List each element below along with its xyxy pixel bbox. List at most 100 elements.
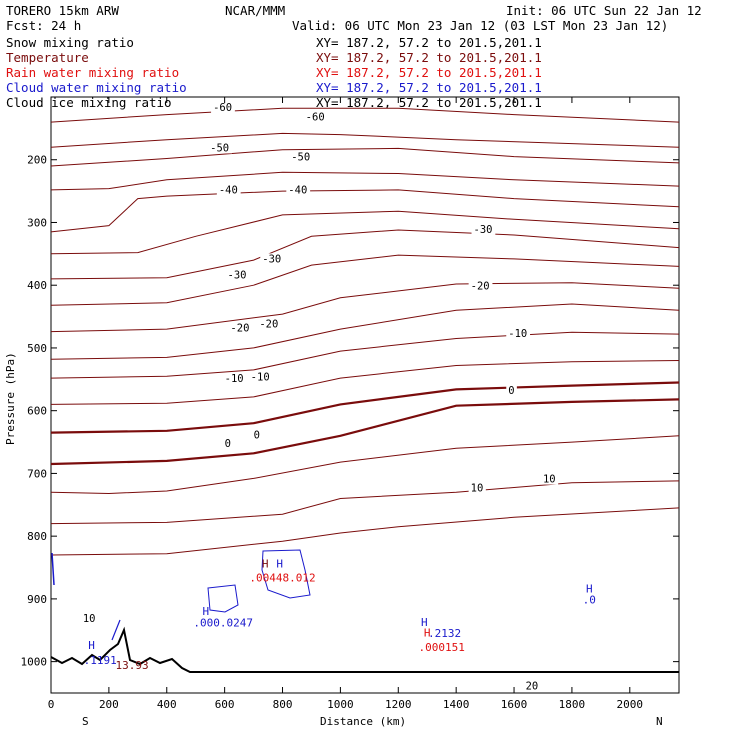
temperature-contour-1: [50, 132, 680, 148]
contour-label-bg: [506, 385, 517, 397]
x-endpoint-right: N: [656, 715, 663, 728]
contour-label-17: 0: [225, 438, 231, 450]
contour-label-bg: [471, 223, 496, 235]
contour-label-bg: [228, 322, 253, 334]
field-name-temperature: Temperature: [6, 50, 89, 65]
contour-label-bg: [251, 429, 263, 441]
terrain-line: [50, 626, 679, 673]
field-name-cloud-ice: Cloud ice mixing ratio: [6, 95, 172, 110]
temperature-contours: [50, 107, 680, 556]
contour-label-bg: [225, 269, 250, 281]
extrema-marker-10: H: [424, 627, 431, 640]
extrema-marker-12: H: [586, 583, 593, 596]
field-xy-cloud-water: XY= 187.2, 57.2 to 201.5,201.1: [316, 80, 542, 95]
contour-label-13: -10: [251, 371, 270, 383]
contour-label-6: -30: [474, 224, 493, 236]
contour-label-bg: [289, 151, 314, 163]
temperature-contour-13: [50, 398, 680, 466]
contour-label-15: 0: [508, 385, 514, 397]
contour-label-9: -20: [471, 280, 490, 292]
contour-label-21: 20: [526, 681, 539, 693]
field-name-snow: Snow mixing ratio: [6, 35, 134, 50]
y-tick-label-4: 600: [27, 405, 47, 418]
temperature-contour-7: [50, 254, 680, 306]
x-tick-label-2: 400: [157, 698, 177, 711]
contour-label-12: -10: [508, 328, 527, 340]
x-tick-label-4: 800: [273, 698, 293, 711]
contour-label-19: 10: [471, 482, 484, 494]
extrema-marker-2: 13.93: [115, 659, 148, 672]
temperature-contour-10: [50, 331, 680, 379]
extrema-marker-6: H: [276, 558, 283, 571]
extrema-marker-7: .00448.012: [249, 571, 315, 584]
cloud-water-contour: [261, 549, 311, 599]
temperature-contour-6: [50, 229, 680, 280]
contour-label-0: -60: [213, 102, 232, 114]
temperature-contour-8: [50, 282, 680, 333]
extrema-marker-0: H: [88, 639, 95, 652]
x-tick-label-9: 1800: [559, 698, 586, 711]
y-tick-label-1: 300: [27, 216, 47, 229]
plot-frame: [50, 96, 680, 694]
x-tick-label-6: 1200: [385, 698, 412, 711]
y-tick-label-6: 800: [27, 530, 47, 543]
contour-label-5: -40: [288, 184, 307, 196]
contour-label-3: -50: [291, 152, 310, 164]
field-xy-snow: XY= 187.2, 57.2 to 201.5,201.1: [316, 35, 542, 50]
contour-label-bg: [222, 373, 247, 385]
field-xy-rain: XY= 187.2, 57.2 to 201.5,201.1: [316, 65, 542, 80]
y-tick-label-7: 900: [27, 593, 47, 606]
extrema-marker-9: .2132: [428, 627, 461, 640]
cloud-water-contour: [207, 584, 239, 613]
contour-labels: -60-60-50-50-40 -40-30-30-30-20-20-20 -10-…: [80, 102, 559, 693]
contour-label-bg: [468, 280, 493, 292]
contour-label-bg: [540, 473, 559, 485]
extrema-marker-11: .000151: [419, 641, 465, 654]
temperature-contour-0: [50, 107, 680, 123]
contour-label-bg: [222, 437, 234, 449]
x-axis: 0 200 400 600 800 1000 1200 1400 1600 1800 2000: [48, 97, 643, 711]
contour-label-bg: [208, 142, 232, 154]
temperature-contour-14: [50, 435, 680, 495]
init-time: Init: 06 UTC Sun 22 Jan 12: [506, 3, 702, 18]
field-xy-cloud-ice: XY= 187.2, 57.2 to 201.5,201.1: [316, 95, 542, 110]
y-tick-label-2: 400: [27, 279, 47, 292]
org-label: NCAR/MMM: [225, 3, 285, 18]
forecast-hour: Fcst: 24 h: [6, 18, 81, 33]
contour-label-bg: [303, 111, 328, 123]
field-xy-temperature: XY= 187.2, 57.2 to 201.5,201.1: [316, 50, 542, 65]
contour-label-18: 10: [543, 474, 556, 486]
contour-label-10: -20: [259, 319, 278, 331]
contour-label-bg: [286, 184, 311, 196]
temperature-contour-15: [50, 480, 680, 525]
valid-time: Valid: 06 UTC Mon 23 Jan 12 (03 LST Mon …: [292, 18, 668, 33]
x-endpoint-left: S: [82, 715, 89, 728]
temperature-contour-12: [50, 381, 680, 434]
x-tick-label-10: 2000: [617, 698, 644, 711]
contour-label-16: 0: [254, 430, 260, 442]
contour-label-bg: [523, 680, 541, 692]
contour-label-bg: [260, 253, 285, 265]
x-tick-label-1: 200: [99, 698, 119, 711]
y-tick-label-8: 1000: [21, 656, 48, 669]
y-tick-label-0: 200: [27, 154, 47, 167]
contour-label-bg: [257, 318, 282, 330]
y-tick-label-3: 500: [27, 342, 47, 355]
x-tick-label-3: 600: [215, 698, 235, 711]
contour-label-bg: [468, 482, 486, 494]
temperature-contour-16: [50, 507, 680, 556]
temperature-contour-9: [50, 303, 680, 360]
cloud-water-contour: [111, 619, 121, 641]
x-tick-label-7: 1400: [443, 698, 470, 711]
y-axis-label: Pressure (hPa): [4, 352, 17, 445]
extrema-marker-8: H: [421, 616, 428, 629]
extrema-marker-5: H: [262, 558, 269, 571]
x-tick-label-0: 0: [48, 698, 55, 711]
x-tick-label-5: 1000: [327, 698, 354, 711]
contour-label-bg: [216, 184, 241, 196]
cloud-water-contour: [51, 552, 55, 586]
extrema-marker-4: .000.0247: [193, 616, 253, 629]
contour-label-11: -20: [230, 322, 249, 334]
